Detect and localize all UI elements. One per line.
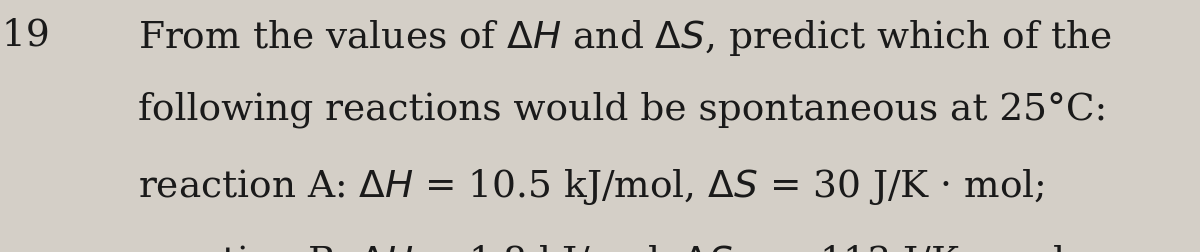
- Text: From the values of $\mathit{\Delta H}$ and $\mathit{\Delta S}$, predict which of: From the values of $\mathit{\Delta H}$ a…: [138, 18, 1111, 57]
- Text: reaction B: $\mathit{\Delta H}$ = 1.8 kJ/mol, $\mathit{\Delta S}$ = −113 J/K · m: reaction B: $\mathit{\Delta H}$ = 1.8 kJ…: [138, 242, 1074, 252]
- Text: .19: .19: [0, 18, 50, 53]
- Text: reaction A: $\mathit{\Delta H}$ = 10.5 kJ/mol, $\mathit{\Delta S}$ = 30 J/K · mo: reaction A: $\mathit{\Delta H}$ = 10.5 k…: [138, 166, 1044, 206]
- Text: following reactions would be spontaneous at 25°C:: following reactions would be spontaneous…: [138, 91, 1108, 127]
